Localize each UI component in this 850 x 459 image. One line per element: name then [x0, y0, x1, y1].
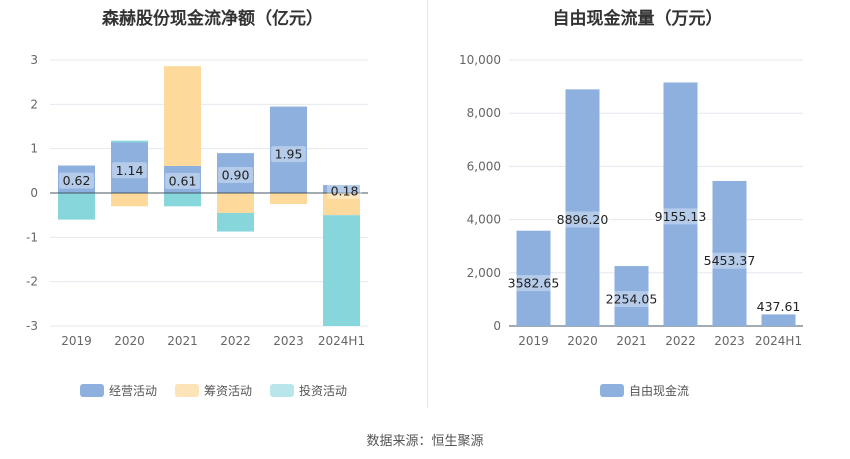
data-label-operating-2023: 1.95 [275, 147, 303, 162]
legend-item-operating[interactable]: 经营活动 [80, 382, 157, 399]
data-label-fcf-2024H1-bg [753, 298, 804, 315]
right-y-tick-label: 4,000 [467, 213, 501, 227]
source-note: 数据来源：恒生聚源 [366, 434, 484, 449]
bar-fcf-2024H1 [761, 314, 796, 326]
data-label-operating-2024H1-bg [327, 183, 362, 200]
left-y-tick-label: 0 [30, 186, 38, 200]
bar-financing-2024H1 [323, 193, 360, 216]
legend-swatch-fcf [600, 384, 624, 397]
data-label-operating-2019-bg [59, 172, 94, 189]
bar-operating-2019 [58, 165, 95, 193]
left-y-tick-label: -1 [26, 230, 38, 244]
left-y-tick-label: 1 [30, 142, 38, 156]
bar-investing-2020 [111, 140, 148, 143]
legend-label-investing: 投资活动 [299, 384, 348, 398]
right-chart-title: 自由现金流量（万元） [552, 9, 723, 29]
right-y-tick-label: 10,000 [459, 53, 501, 67]
bar-fcf-2022 [663, 82, 698, 326]
bar-fcf-2021 [614, 266, 649, 326]
right-x-tick-label: 2023 [714, 334, 745, 348]
left-chart-title: 森赫股份现金流净额（亿元） [102, 9, 323, 29]
legend-label-fcf: 自由现金流 [629, 384, 690, 398]
bar-fcf-2023 [712, 180, 747, 326]
data-label-fcf-2022-bg [652, 208, 709, 225]
data-label-operating-2023-bg [271, 146, 306, 163]
legend-item-investing[interactable]: 投资活动 [270, 382, 347, 399]
data-label-operating-2020-bg [112, 162, 147, 179]
left-legend: 经营活动 筹资活动 投资活动 [80, 382, 347, 399]
bar-investing-2024H1 [323, 215, 360, 326]
right-x-tick-label: 2020 [567, 334, 598, 348]
data-label-fcf-2020-bg [554, 211, 611, 228]
data-label-operating-2021-bg [165, 172, 200, 189]
right-y-tick-label: 6,000 [467, 159, 501, 173]
bar-operating-2023 [270, 106, 307, 193]
bar-fcf-2019 [516, 230, 551, 326]
left-y-tick-label: -3 [26, 319, 38, 333]
left-x-tick-label: 2024H1 [318, 334, 365, 348]
bar-investing-2019 [58, 193, 95, 220]
data-label-fcf-2019: 3582.65 [508, 276, 560, 291]
data-label-fcf-2022: 9155.13 [655, 209, 707, 224]
left-x-tick-label: 2020 [114, 334, 145, 348]
right-legend: 自由现金流 [600, 382, 689, 399]
bar-fcf-2020 [565, 89, 600, 326]
data-label-operating-2022-bg [218, 167, 253, 184]
data-label-fcf-2024H1: 437.61 [757, 299, 801, 314]
panel-divider [427, 0, 428, 408]
left-y-tick-label: -2 [26, 275, 38, 289]
data-label-operating-2022: 0.90 [222, 168, 250, 183]
left-x-tick-label: 2022 [220, 334, 251, 348]
bar-investing-2022 [217, 212, 254, 232]
right-y-tick-label: 8,000 [467, 106, 501, 120]
bar-operating-2021 [164, 165, 201, 193]
bar-operating-2024H1 [323, 185, 360, 193]
legend-swatch-investing [270, 384, 295, 397]
legend-swatch-operating [80, 384, 104, 397]
bar-financing-2020 [111, 193, 148, 207]
data-label-fcf-2021-bg [603, 291, 660, 308]
bar-investing-2021 [164, 193, 201, 207]
right-y-tick-label: 2,000 [467, 266, 501, 280]
data-label-operating-2021: 0.61 [169, 173, 197, 188]
bar-financing-2023 [270, 193, 307, 205]
data-label-fcf-2021: 2254.05 [606, 292, 658, 307]
left-x-tick-label: 2023 [273, 334, 304, 348]
legend-item-financing[interactable]: 筹资活动 [175, 382, 252, 399]
bar-operating-2022 [217, 153, 254, 193]
bar-operating-2020 [111, 142, 148, 193]
bar-financing-2022 [217, 193, 254, 213]
legend-swatch-financing [175, 384, 200, 397]
data-label-fcf-2020: 8896.20 [557, 212, 609, 227]
right-x-tick-label: 2021 [616, 334, 647, 348]
data-label-operating-2024H1: 0.18 [331, 184, 359, 199]
data-label-fcf-2019-bg [505, 275, 562, 292]
right-x-tick-label: 2019 [518, 334, 549, 348]
data-label-operating-2019: 0.62 [63, 173, 91, 188]
right-x-tick-label: 2022 [665, 334, 696, 348]
data-label-operating-2020: 1.14 [116, 163, 144, 178]
legend-label-operating: 经营活动 [109, 384, 158, 398]
left-x-tick-label: 2019 [61, 334, 92, 348]
data-label-fcf-2023: 5453.37 [704, 253, 756, 268]
legend-item-fcf[interactable]: 自由现金流 [600, 382, 689, 399]
left-y-tick-label: 2 [30, 97, 38, 111]
right-y-tick-label: 0 [493, 319, 501, 333]
legend-label-financing: 筹资活动 [204, 384, 253, 398]
data-label-fcf-2023-bg [701, 252, 758, 269]
right-x-tick-label: 2024H1 [755, 334, 802, 348]
left-y-tick-label: 3 [30, 53, 38, 67]
left-x-tick-label: 2021 [167, 334, 198, 348]
bar-financing-2021 [164, 66, 201, 166]
